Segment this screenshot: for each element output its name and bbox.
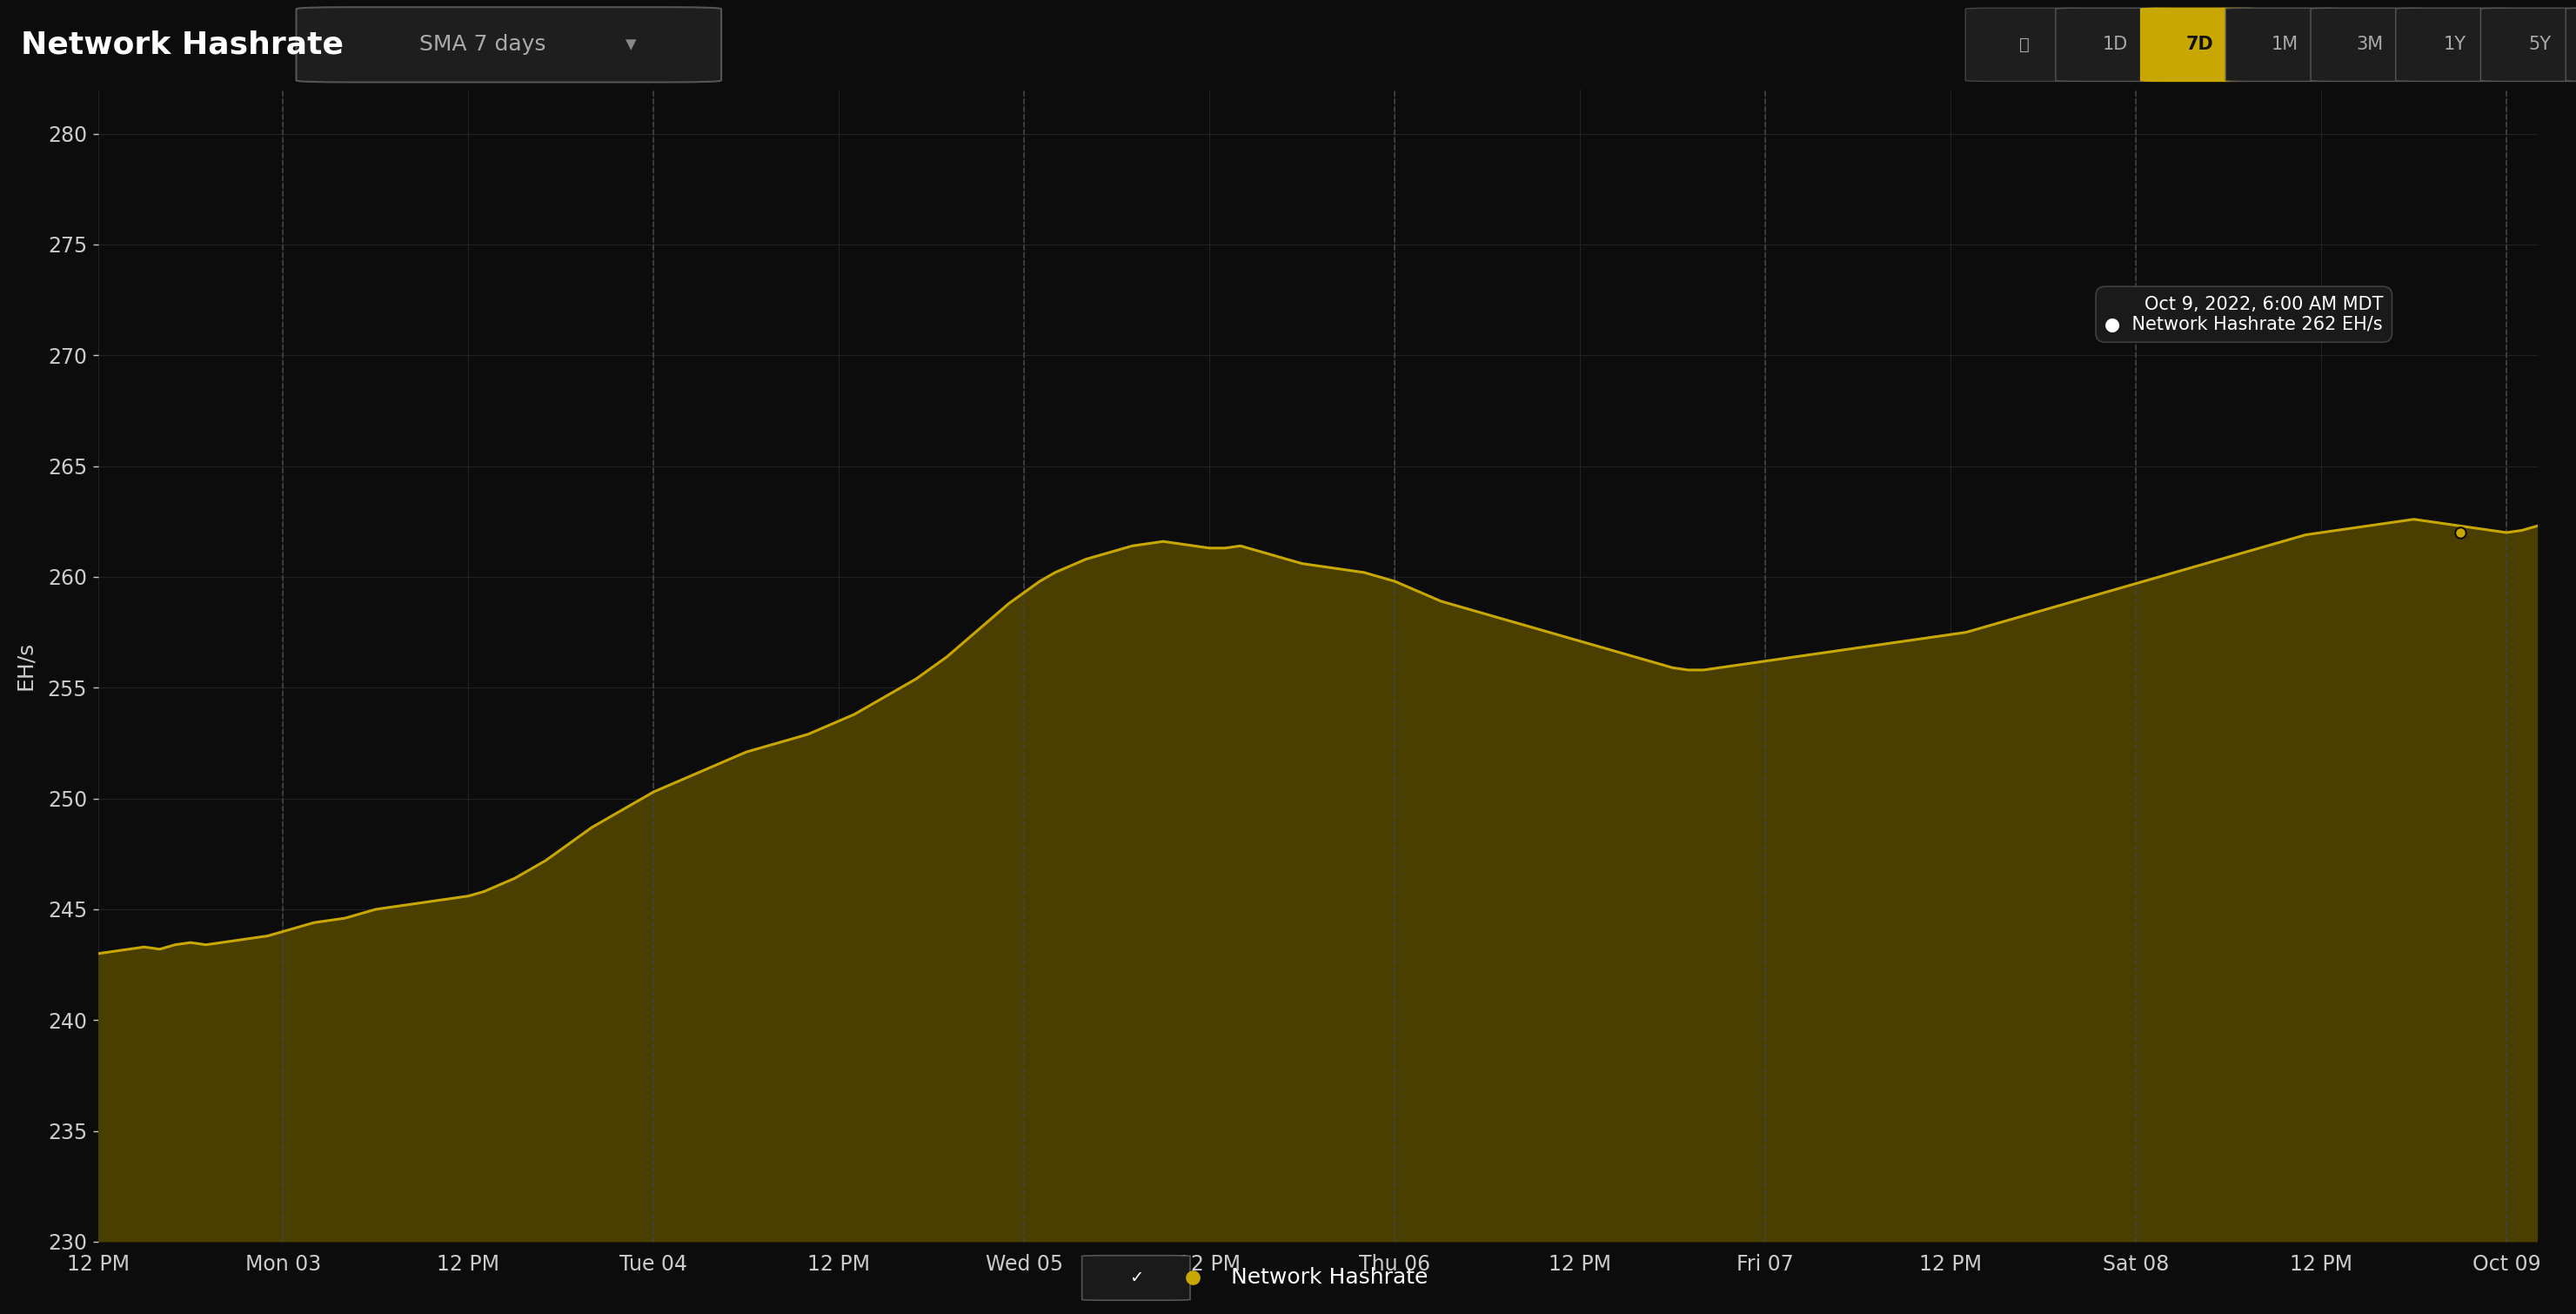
Text: ✓: ✓ (1128, 1269, 1144, 1286)
FancyBboxPatch shape (2226, 8, 2344, 81)
Text: Network Hashrate: Network Hashrate (21, 30, 343, 59)
Text: 3M: 3M (2357, 35, 2383, 54)
FancyBboxPatch shape (2566, 8, 2576, 81)
FancyBboxPatch shape (2056, 8, 2174, 81)
Y-axis label: EH/s: EH/s (15, 641, 36, 690)
FancyBboxPatch shape (2311, 8, 2429, 81)
Text: 1M: 1M (2272, 35, 2298, 54)
FancyBboxPatch shape (296, 7, 721, 83)
Text: ▾: ▾ (626, 34, 636, 55)
FancyBboxPatch shape (2481, 8, 2576, 81)
Text: 1D: 1D (2102, 35, 2128, 54)
FancyBboxPatch shape (1965, 8, 2084, 81)
Text: 5Y: 5Y (2530, 35, 2550, 54)
Text: SMA 7 days: SMA 7 days (420, 34, 546, 55)
Text: 7D: 7D (2187, 35, 2213, 54)
FancyBboxPatch shape (1082, 1255, 1190, 1301)
Text: 1Y: 1Y (2445, 35, 2465, 54)
FancyBboxPatch shape (2141, 8, 2259, 81)
Text: ⛶: ⛶ (2020, 37, 2030, 53)
Text: Network Hashrate: Network Hashrate (1231, 1268, 1427, 1288)
Text: Oct 9, 2022, 6:00 AM MDT
●  Network Hashrate 262 EH/s: Oct 9, 2022, 6:00 AM MDT ● Network Hashr… (2105, 296, 2383, 334)
FancyBboxPatch shape (2396, 8, 2514, 81)
